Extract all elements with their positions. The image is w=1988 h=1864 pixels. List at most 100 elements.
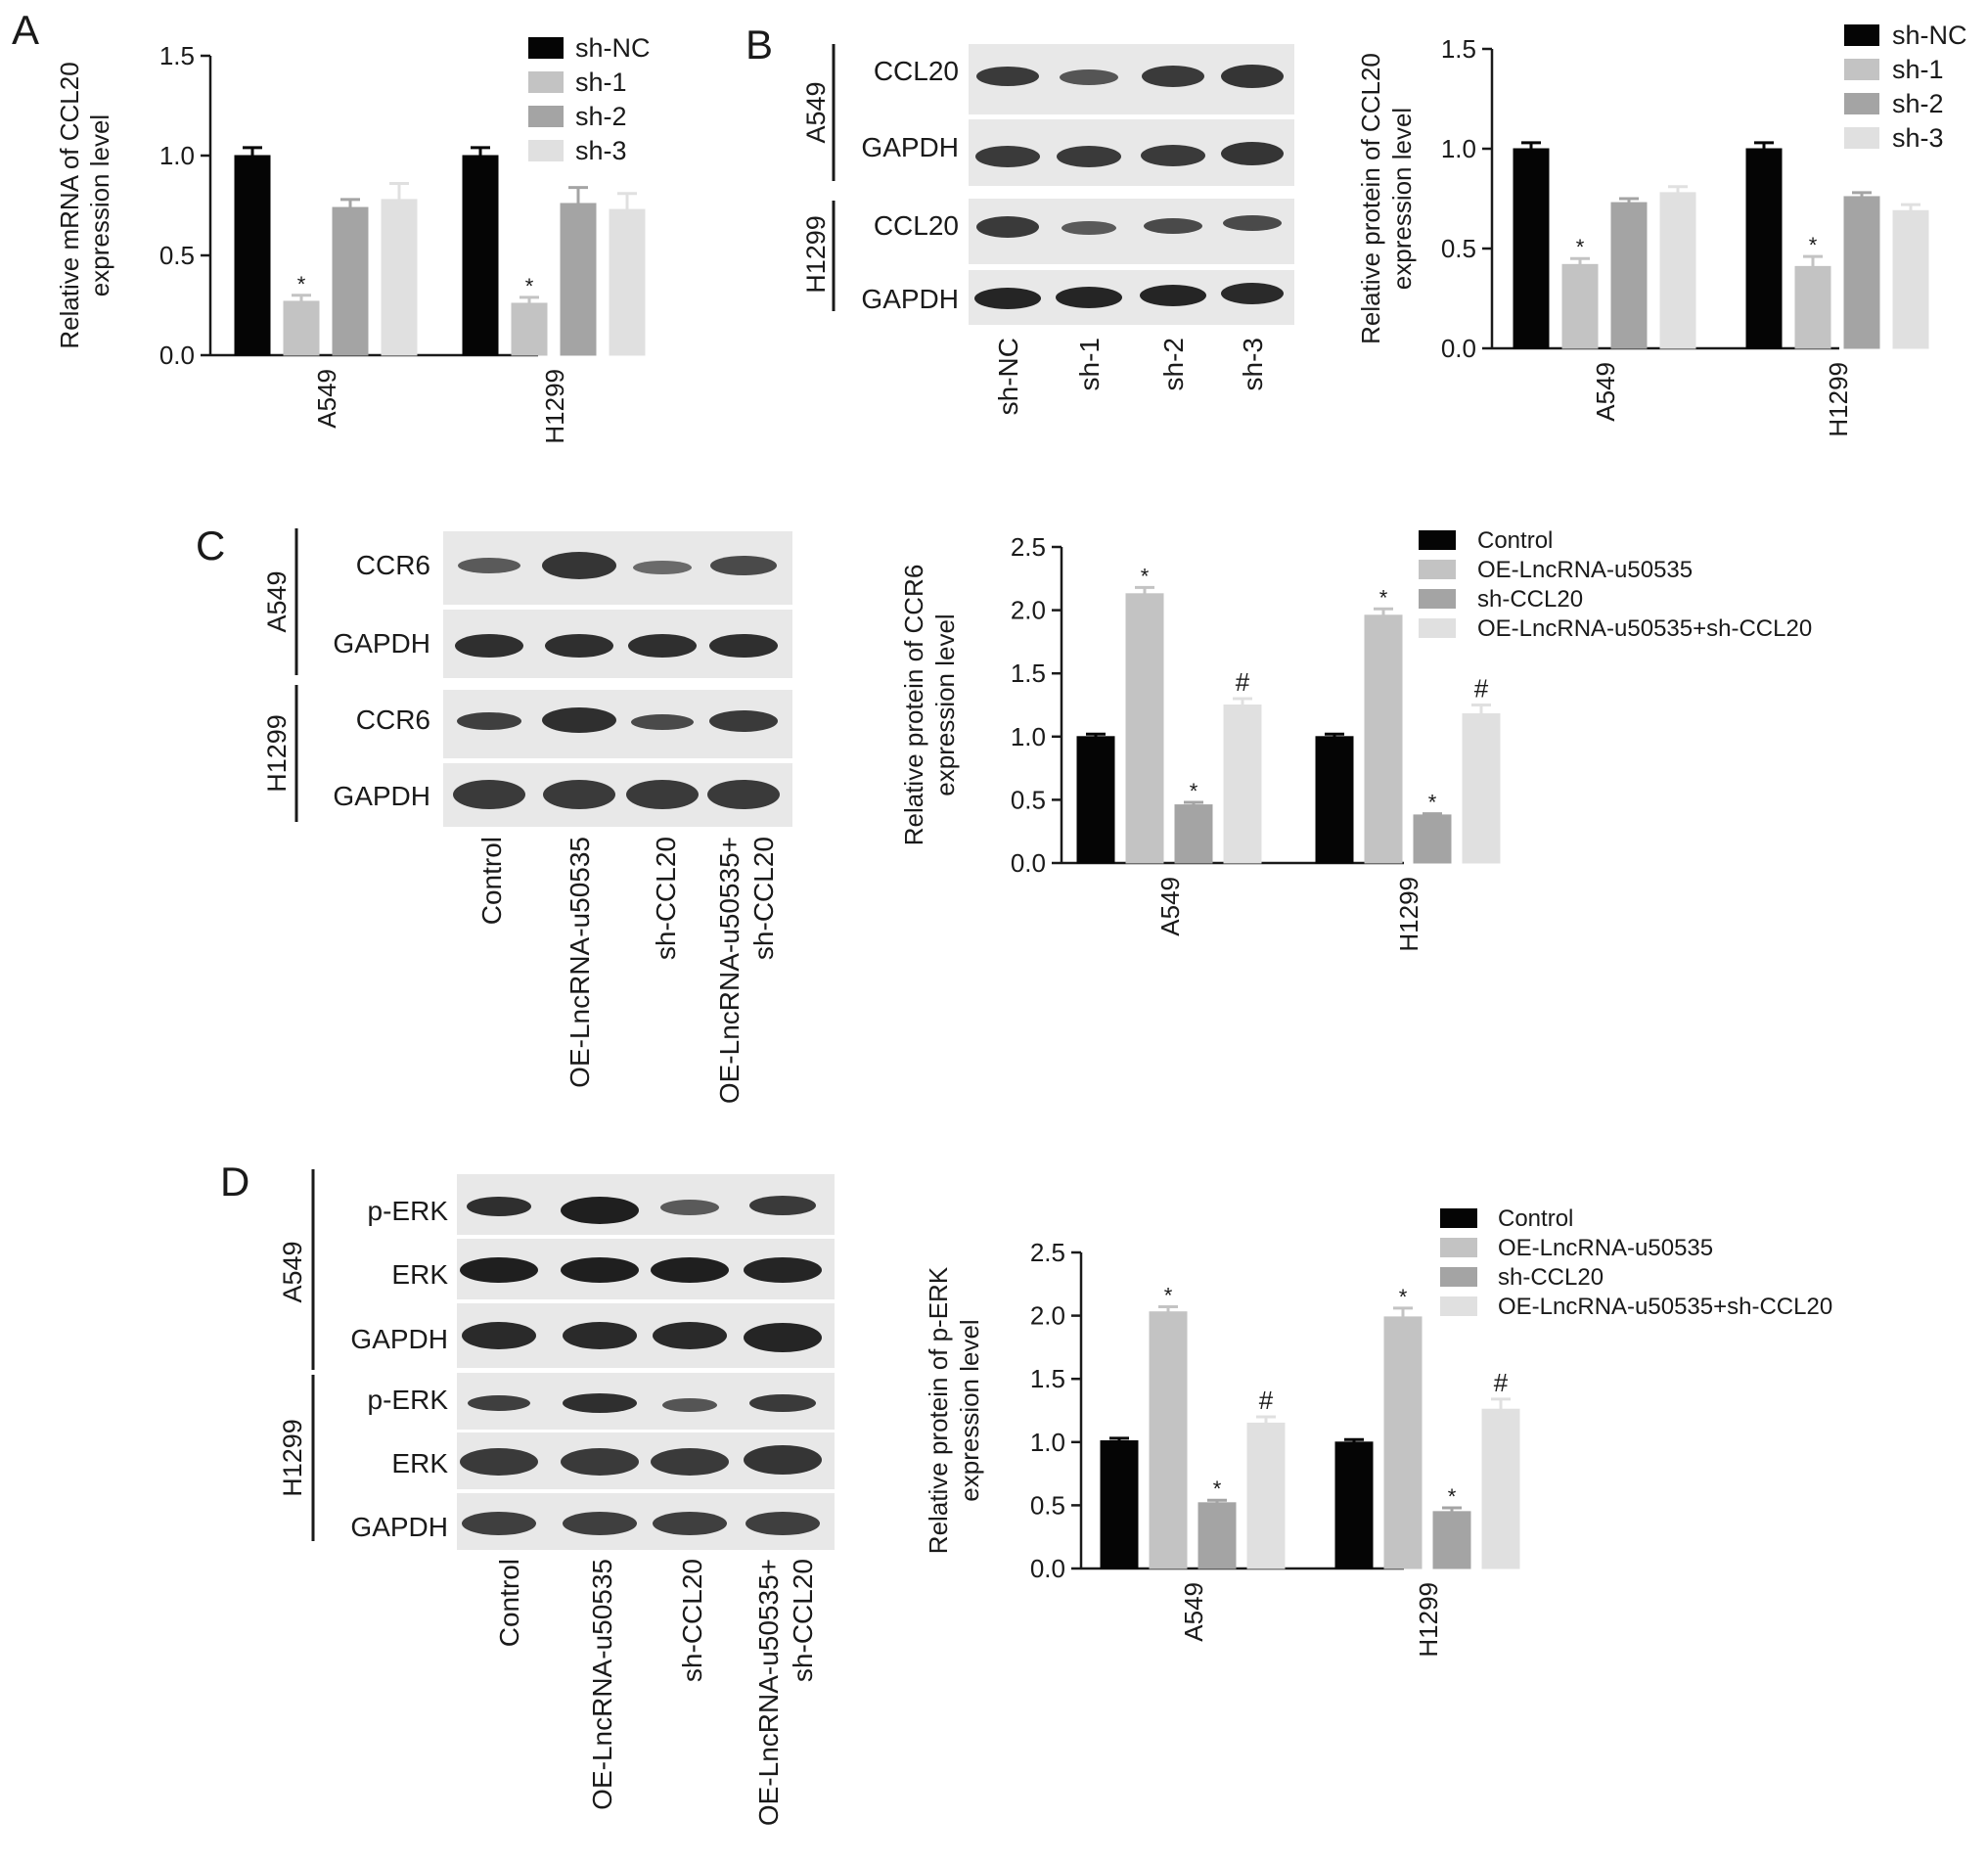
- bar: [1794, 265, 1831, 349]
- blot-band: [1144, 218, 1202, 234]
- y-axis-label: expression level: [955, 1319, 984, 1501]
- significance-mark: *: [297, 272, 306, 296]
- blot-band: [561, 1257, 639, 1283]
- x-tick-label: A549: [312, 369, 341, 429]
- lane-label: OE-LncRNA-u50535: [587, 1559, 617, 1810]
- blot-row-label: CCR6: [356, 550, 430, 580]
- bar: [1561, 263, 1599, 349]
- bar: [332, 206, 369, 356]
- bar: [1197, 1502, 1237, 1569]
- bar: [1315, 736, 1354, 864]
- lane-label: sh-2: [1158, 338, 1189, 390]
- blot-band: [468, 1395, 530, 1411]
- lane-label: Control: [476, 837, 507, 925]
- bar: [1610, 202, 1648, 349]
- blot-band: [976, 67, 1039, 86]
- significance-mark: *: [1379, 585, 1388, 610]
- panel-letter-c: C: [196, 523, 225, 568]
- chart-d: 0.0 0.5 1.0 1.5 2.0 2.5 Relative protein of p-…: [924, 1205, 1832, 1658]
- panel-a: A 0.0 0.5 1.0 1.5 Relative mRNA of CCL20 expr…: [12, 7, 651, 444]
- blot-band: [563, 1322, 637, 1349]
- legend-swatch: [528, 140, 564, 161]
- blot-row-label: ERK: [391, 1448, 448, 1478]
- lane-label: OE-LncRNA-u50535+: [714, 837, 745, 1104]
- blot-band: [651, 1448, 729, 1476]
- blot-band: [749, 1394, 816, 1412]
- blot-band: [1141, 145, 1205, 166]
- legend-label: Control: [1477, 527, 1553, 554]
- y-tick-label: 0.0: [159, 341, 195, 370]
- legend-label: OE-LncRNA-u50535+sh-CCL20: [1477, 615, 1812, 642]
- y-tick-label: 0.5: [1011, 785, 1046, 814]
- significance-mark: *: [1213, 1477, 1222, 1501]
- y-axis-label: expression level: [930, 614, 960, 796]
- legend-swatch: [528, 106, 564, 127]
- blot-band: [976, 216, 1039, 238]
- panel-c: C A549 H1299 CCR6 GAPDH CCR6 GAPDH: [196, 523, 1812, 1104]
- blot-band: [455, 634, 523, 658]
- significance-mark: *: [1576, 235, 1585, 259]
- blot-band: [563, 1393, 637, 1413]
- blot-band: [662, 1398, 717, 1412]
- y-tick-label: 0.0: [1011, 848, 1046, 878]
- bar: [511, 302, 548, 356]
- bar: [1843, 196, 1880, 349]
- blot-band: [746, 1512, 820, 1535]
- bar: [1223, 705, 1262, 864]
- y-tick-label: 1.5: [159, 41, 195, 70]
- bar: [1334, 1441, 1374, 1569]
- blot-row-label: GAPDH: [333, 628, 430, 659]
- blot-band: [749, 1196, 816, 1215]
- blot-band: [460, 1257, 538, 1283]
- blot-band: [1062, 221, 1116, 235]
- blot-band: [462, 1322, 536, 1349]
- blot-band: [709, 634, 778, 658]
- blot-band: [744, 1445, 822, 1475]
- blot-band: [462, 1512, 536, 1535]
- bar: [560, 203, 597, 356]
- y-tick-label: 1.5: [1441, 34, 1476, 64]
- chart-b: 0.0 0.5 1.0 1.5 Relative protein of CCL20 exp…: [1356, 21, 1967, 437]
- cell-line-label: A549: [801, 81, 831, 143]
- y-tick-label: 0.0: [1441, 334, 1476, 363]
- bar: [1125, 593, 1164, 864]
- x-tick-label: H1299: [1414, 1582, 1443, 1658]
- blot-row-label: GAPDH: [861, 284, 959, 314]
- y-axis-label: Relative mRNA of CCL20: [55, 62, 84, 348]
- blot-band: [1060, 69, 1118, 85]
- blot-band: [651, 1257, 729, 1283]
- lane-label: sh-CCL20: [651, 837, 681, 960]
- blot-row-label: CCL20: [874, 210, 959, 241]
- bar: [1100, 1440, 1139, 1569]
- blot-band: [975, 146, 1040, 167]
- blot-band: [709, 710, 778, 732]
- bar: [609, 208, 646, 356]
- legend-swatch: [1844, 93, 1879, 114]
- cell-line-label: A549: [278, 1241, 307, 1302]
- y-tick-label: 0.0: [1030, 1554, 1065, 1583]
- blot-row-label: p-ERK: [368, 1385, 449, 1415]
- legend-swatch: [528, 71, 564, 93]
- x-tick-label: H1299: [1394, 877, 1423, 952]
- legend-label: OE-LncRNA-u50535: [1477, 557, 1693, 583]
- blot-band: [633, 561, 692, 574]
- cell-line-label: H1299: [801, 215, 831, 294]
- legend-label: sh-NC: [575, 33, 651, 63]
- legend-swatch: [1440, 1208, 1477, 1228]
- legend-label: OE-LncRNA-u50535+sh-CCL20: [1498, 1294, 1832, 1320]
- blot-band: [1221, 65, 1284, 88]
- blot-band: [1221, 283, 1284, 304]
- significance-mark: *: [1809, 233, 1818, 257]
- bar: [283, 300, 320, 356]
- blot-band: [563, 1512, 637, 1535]
- lane-label: sh-CCL20: [788, 1559, 818, 1682]
- legend-label: sh-1: [575, 68, 627, 97]
- bar: [1076, 736, 1115, 864]
- chart-a: 0.0 0.5 1.0 1.5 Relative mRNA of CCL20 expres…: [55, 33, 651, 444]
- blot-band: [561, 1197, 639, 1224]
- blot-row-label: p-ERK: [368, 1196, 449, 1226]
- blot-band: [1056, 287, 1122, 308]
- blot-band: [1057, 146, 1121, 167]
- bar: [1383, 1316, 1423, 1569]
